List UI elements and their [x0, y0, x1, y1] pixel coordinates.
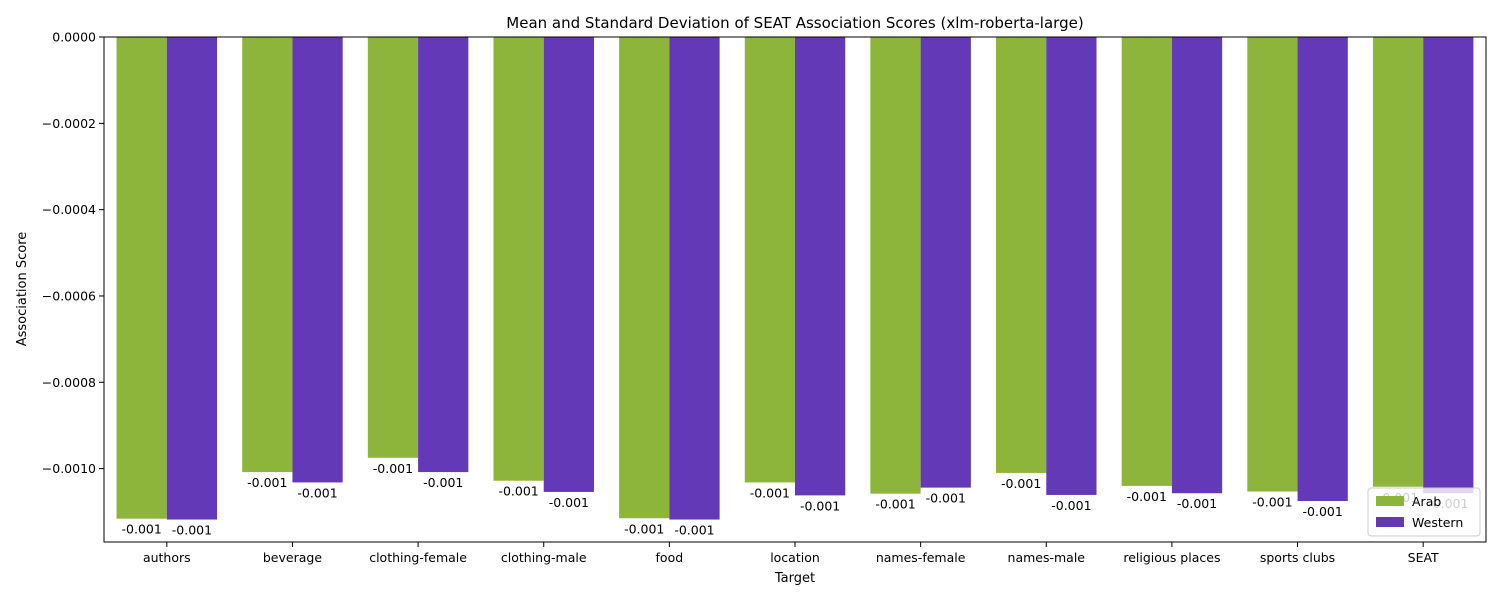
legend-label-arab: Arab: [1412, 494, 1441, 509]
bar-arab-9: [1247, 37, 1298, 492]
data-label: -0.001: [423, 475, 463, 490]
data-label: -0.001: [549, 495, 589, 510]
x-tick-label: food: [656, 550, 684, 565]
y-tick-label: −0.0002: [42, 116, 96, 131]
y-tick-label: 0.0000: [52, 30, 96, 45]
data-label: -0.001: [297, 485, 337, 500]
legend-swatch-western: [1376, 517, 1404, 527]
bar-western-8: [1171, 37, 1223, 494]
y-tick-label: −0.0006: [42, 288, 96, 303]
x-tick-label: sports clubs: [1260, 550, 1335, 565]
y-axis-label: Association Score: [15, 232, 30, 347]
bar-western-4: [669, 37, 720, 520]
data-label: -0.001: [926, 491, 966, 506]
bar-arab-5: [744, 37, 795, 483]
data-label: -0.001: [498, 484, 538, 499]
data-label: -0.001: [624, 521, 664, 536]
legend: Arab Western: [1367, 487, 1481, 537]
bar-western-6: [920, 37, 971, 488]
plot-area: -0.001 -0.001 -0.001 -0.001 -0.001 -0.001 -0.0…: [42, 30, 1487, 565]
data-label: -0.001: [875, 497, 915, 512]
bar-arab-7: [996, 37, 1047, 473]
bar-arab-2: [367, 37, 419, 458]
data-label: -0.001: [750, 485, 790, 500]
bar-western-2: [418, 37, 469, 473]
bar-western-10: [1423, 37, 1474, 494]
bar-arab-1: [242, 37, 293, 473]
bar-western-1: [292, 37, 343, 483]
y-tick-label: −0.0004: [42, 202, 96, 217]
data-label: -0.001: [800, 498, 840, 513]
data-label: -0.001: [1177, 496, 1217, 511]
x-tick-label: location: [770, 550, 820, 565]
bar-western-9: [1297, 37, 1348, 501]
x-tick-label: clothing-male: [501, 550, 587, 565]
data-label: -0.001: [373, 461, 413, 476]
legend-label-western: Western: [1412, 515, 1463, 530]
y-tick-label: −0.0008: [42, 375, 96, 390]
data-label: -0.001: [122, 522, 162, 537]
bar-western-0: [166, 37, 218, 520]
bar-western-7: [1046, 37, 1097, 495]
data-label: -0.001: [1303, 504, 1343, 519]
data-label: -0.001: [674, 523, 714, 538]
bar-western-5: [795, 37, 846, 496]
bar-arab-6: [870, 37, 921, 494]
x-tick-label: SEAT: [1408, 550, 1439, 565]
data-label: -0.001: [1051, 498, 1091, 513]
x-tick-label: names-female: [876, 550, 966, 565]
bar-arab-3: [493, 37, 544, 481]
bar-arab-0: [116, 37, 167, 519]
legend-swatch-arab: [1376, 496, 1404, 506]
x-tick-label: beverage: [263, 550, 322, 565]
x-axis-label: Target: [774, 571, 815, 586]
bar-arab-4: [619, 37, 670, 519]
data-label: -0.001: [247, 475, 287, 490]
bar-arab-10: [1372, 37, 1424, 487]
y-tick-label: −0.0010: [42, 461, 96, 476]
data-label: -0.001: [1127, 489, 1167, 504]
x-tick-label: authors: [143, 550, 191, 565]
x-tick-label: religious places: [1123, 550, 1220, 565]
data-label: -0.001: [1001, 476, 1041, 491]
chart-title: Mean and Standard Deviation of SEAT Asso…: [506, 14, 1083, 32]
bar-western-3: [543, 37, 594, 492]
x-tick-label: clothing-female: [369, 550, 467, 565]
x-tick-label: names-male: [1008, 550, 1086, 565]
bar-arab-8: [1121, 37, 1172, 486]
data-label: -0.001: [172, 523, 212, 538]
data-label: -0.001: [1252, 495, 1292, 510]
